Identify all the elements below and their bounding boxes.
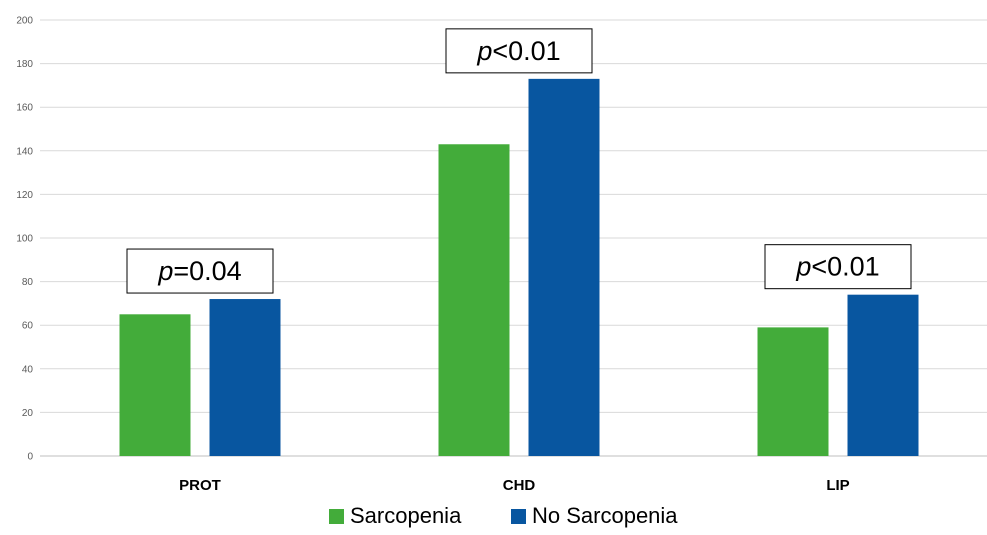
p-value-annotations: p=0.04p<0.01p<0.01 [126,28,912,294]
annotation-box [126,248,274,294]
annotation-value: <0.01 [492,36,560,66]
legend: Sarcopenia No Sarcopenia [329,503,678,528]
annotation-label: p<0.01 [476,36,560,66]
annotation-label: p<0.01 [795,252,879,282]
annotation-p: p [157,256,173,286]
y-tick-label: 200 [16,16,33,27]
annotation-p: p [476,36,492,66]
bar-chd-no-sarcopenia [528,78,600,457]
annotation-box [445,28,593,74]
bar-prot-sarcopenia [119,314,191,456]
legend-label: No Sarcopenia [532,503,678,528]
y-tick-label: 20 [22,408,34,419]
annotation-prot: p=0.04 [126,248,274,294]
y-tick-label: 40 [22,364,34,375]
annotation-value: <0.01 [811,252,879,282]
y-tick-label: 160 [16,103,33,114]
annotation-chd: p<0.01 [445,28,593,74]
y-tick-label: 60 [22,321,34,332]
bar-lip-no-sarcopenia [847,294,919,456]
legend-item-sarcopenia: Sarcopenia [329,503,462,528]
y-tick-label: 120 [16,190,33,201]
bars [119,78,919,457]
x-tick-label-prot: PROT [179,477,221,494]
bar-prot-no-sarcopenia [209,299,281,456]
bar-chd-sarcopenia [438,144,510,456]
annotation-box [764,244,912,290]
legend-swatch [329,509,344,524]
annotation-label: p=0.04 [157,256,241,286]
y-axis-ticks: 0 20 40 60 80 100 120 140 160 180 200 [16,16,33,463]
y-tick-label: 0 [27,452,33,463]
annotation-lip: p<0.01 [764,244,912,290]
y-tick-label: 140 [16,146,33,157]
y-tick-label: 100 [16,234,33,245]
y-tick-label: 80 [22,277,34,288]
x-tick-label-lip: LIP [826,477,849,494]
annotation-value: =0.04 [173,256,241,286]
legend-swatch [511,509,526,524]
legend-label: Sarcopenia [350,503,462,528]
annotation-p: p [795,252,811,282]
x-axis-ticks: PROT CHD LIP [179,477,850,494]
legend-item-no-sarcopenia: No Sarcopenia [511,503,678,528]
bar-lip-sarcopenia [757,327,829,456]
y-tick-label: 180 [16,59,33,70]
grid-layer [40,19,987,457]
x-tick-label-chd: CHD [503,477,536,494]
